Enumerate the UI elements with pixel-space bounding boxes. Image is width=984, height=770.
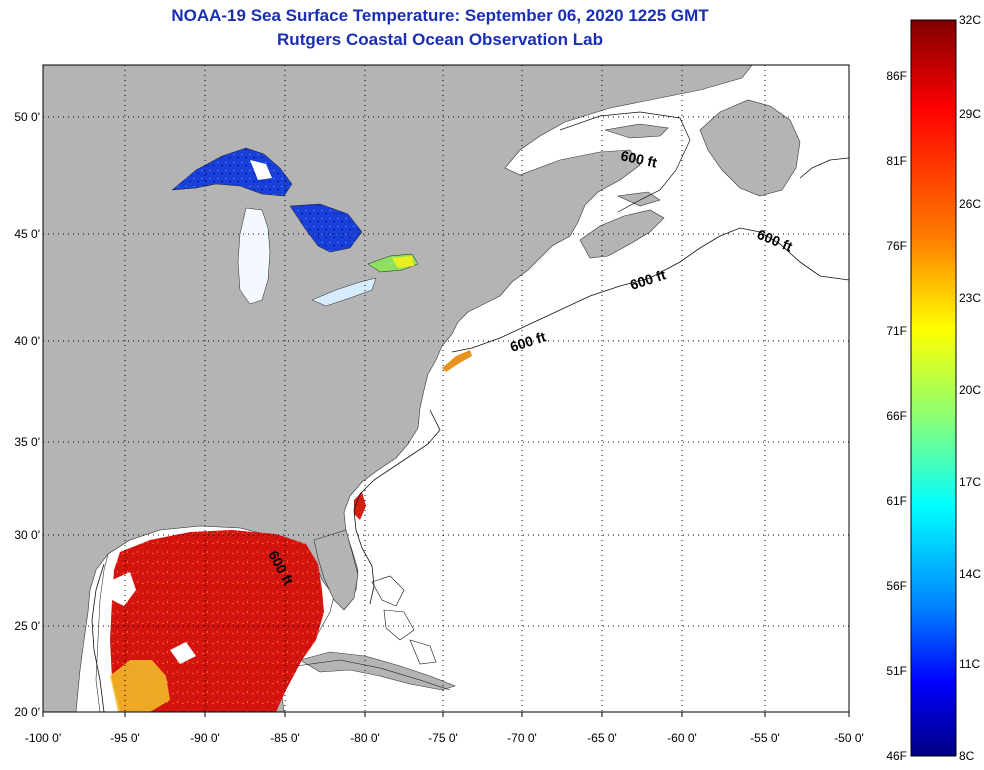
- newfoundland-land: [699, 99, 801, 197]
- contour-label: 600 ft: [619, 147, 658, 170]
- lat-tick-label: 25 0': [14, 619, 40, 633]
- colorbar-celsius-label: 8C: [959, 749, 975, 763]
- lat-tick-label: 45 0': [14, 227, 40, 241]
- florida-coast-sst: [354, 492, 366, 520]
- plot-border: [42, 64, 850, 713]
- colorbar-celsius-label: 29C: [959, 107, 981, 121]
- lon-tick-label: -80 0': [350, 731, 380, 745]
- colorbar-celsius-label: 17C: [959, 475, 981, 489]
- lat-tick-label: 50 0': [14, 110, 40, 124]
- colorbar-fahrenheit-label: 46F: [886, 749, 907, 763]
- lake-huron: [289, 203, 363, 253]
- lake-ontario-yellow: [392, 256, 414, 268]
- lon-ticks: [42, 712, 850, 717]
- lon-tick-label: -90 0': [190, 731, 220, 745]
- lon-tick-label: -55 0': [750, 731, 780, 745]
- colorbar-fahrenheit-label: 86F: [886, 69, 907, 83]
- colorbar-fahrenheit-label: 61F: [886, 494, 907, 508]
- colorbar-fahrenheit-label: 66F: [886, 409, 907, 423]
- lake-erie: [311, 277, 377, 307]
- lon-tick-label: -50 0': [834, 731, 864, 745]
- colorbar-celsius-label: 11C: [959, 657, 980, 671]
- florida-land: [313, 529, 359, 611]
- lon-tick-label: -75 0': [428, 731, 458, 745]
- map-title: NOAA-19 Sea Surface Temperature: Septemb…: [171, 6, 709, 25]
- gulf-stream-sst: [442, 350, 472, 372]
- lon-tick-label: -100 0': [25, 731, 61, 745]
- map-subtitle: Rutgers Coastal Ocean Observation Lab: [277, 30, 603, 49]
- colorbar-fahrenheit-label: 71F: [886, 324, 907, 338]
- colorbar-celsius-label: 20C: [959, 383, 981, 397]
- lat-tick-label: 40 0': [14, 334, 40, 348]
- bahamas-outline: [371, 575, 437, 665]
- colorbar-fahrenheit-label: 76F: [886, 239, 907, 253]
- nova-scotia-land: [579, 209, 665, 259]
- cuba-land: [299, 651, 456, 691]
- lon-tick-label: -70 0': [507, 731, 537, 745]
- lake-superior-white: [250, 160, 272, 180]
- colorbar-fahrenheit-label: 51F: [886, 664, 907, 678]
- lat-tick-label: 30 0': [14, 528, 40, 542]
- gulf-sst-yellow: [110, 660, 170, 712]
- lon-tick-label: -60 0': [667, 731, 697, 745]
- gulf-islands-land: [604, 123, 669, 207]
- lon-tick-label: -95 0': [110, 731, 140, 745]
- gulf-sst-cloud-gap: [112, 572, 196, 664]
- colorbar-celsius-label: 14C: [959, 567, 981, 581]
- lake-superior: [171, 147, 293, 197]
- colorbar-fahrenheit-label: 56F: [886, 579, 907, 593]
- colorbar-fahrenheit-label: 81F: [886, 154, 907, 168]
- bathymetry-contour-gulf: [559, 111, 691, 213]
- colorbar: [910, 19, 957, 757]
- gulf-outline: [295, 659, 451, 691]
- colorbar-celsius-label: 32C: [959, 13, 981, 27]
- lat-tick-label: 35 0': [14, 435, 40, 449]
- colorbar-celsius-label: 26C: [959, 197, 981, 211]
- lon-tick-label: -85 0': [270, 731, 300, 745]
- lat-tick-label: 20 0': [14, 705, 40, 719]
- gulf-sst-warm: [110, 530, 324, 712]
- colorbar-celsius-label: 23C: [959, 291, 981, 305]
- bathymetry-contour-600ft: [91, 157, 849, 712]
- lake-michigan: [237, 207, 271, 305]
- lon-tick-label: -65 0': [587, 731, 617, 745]
